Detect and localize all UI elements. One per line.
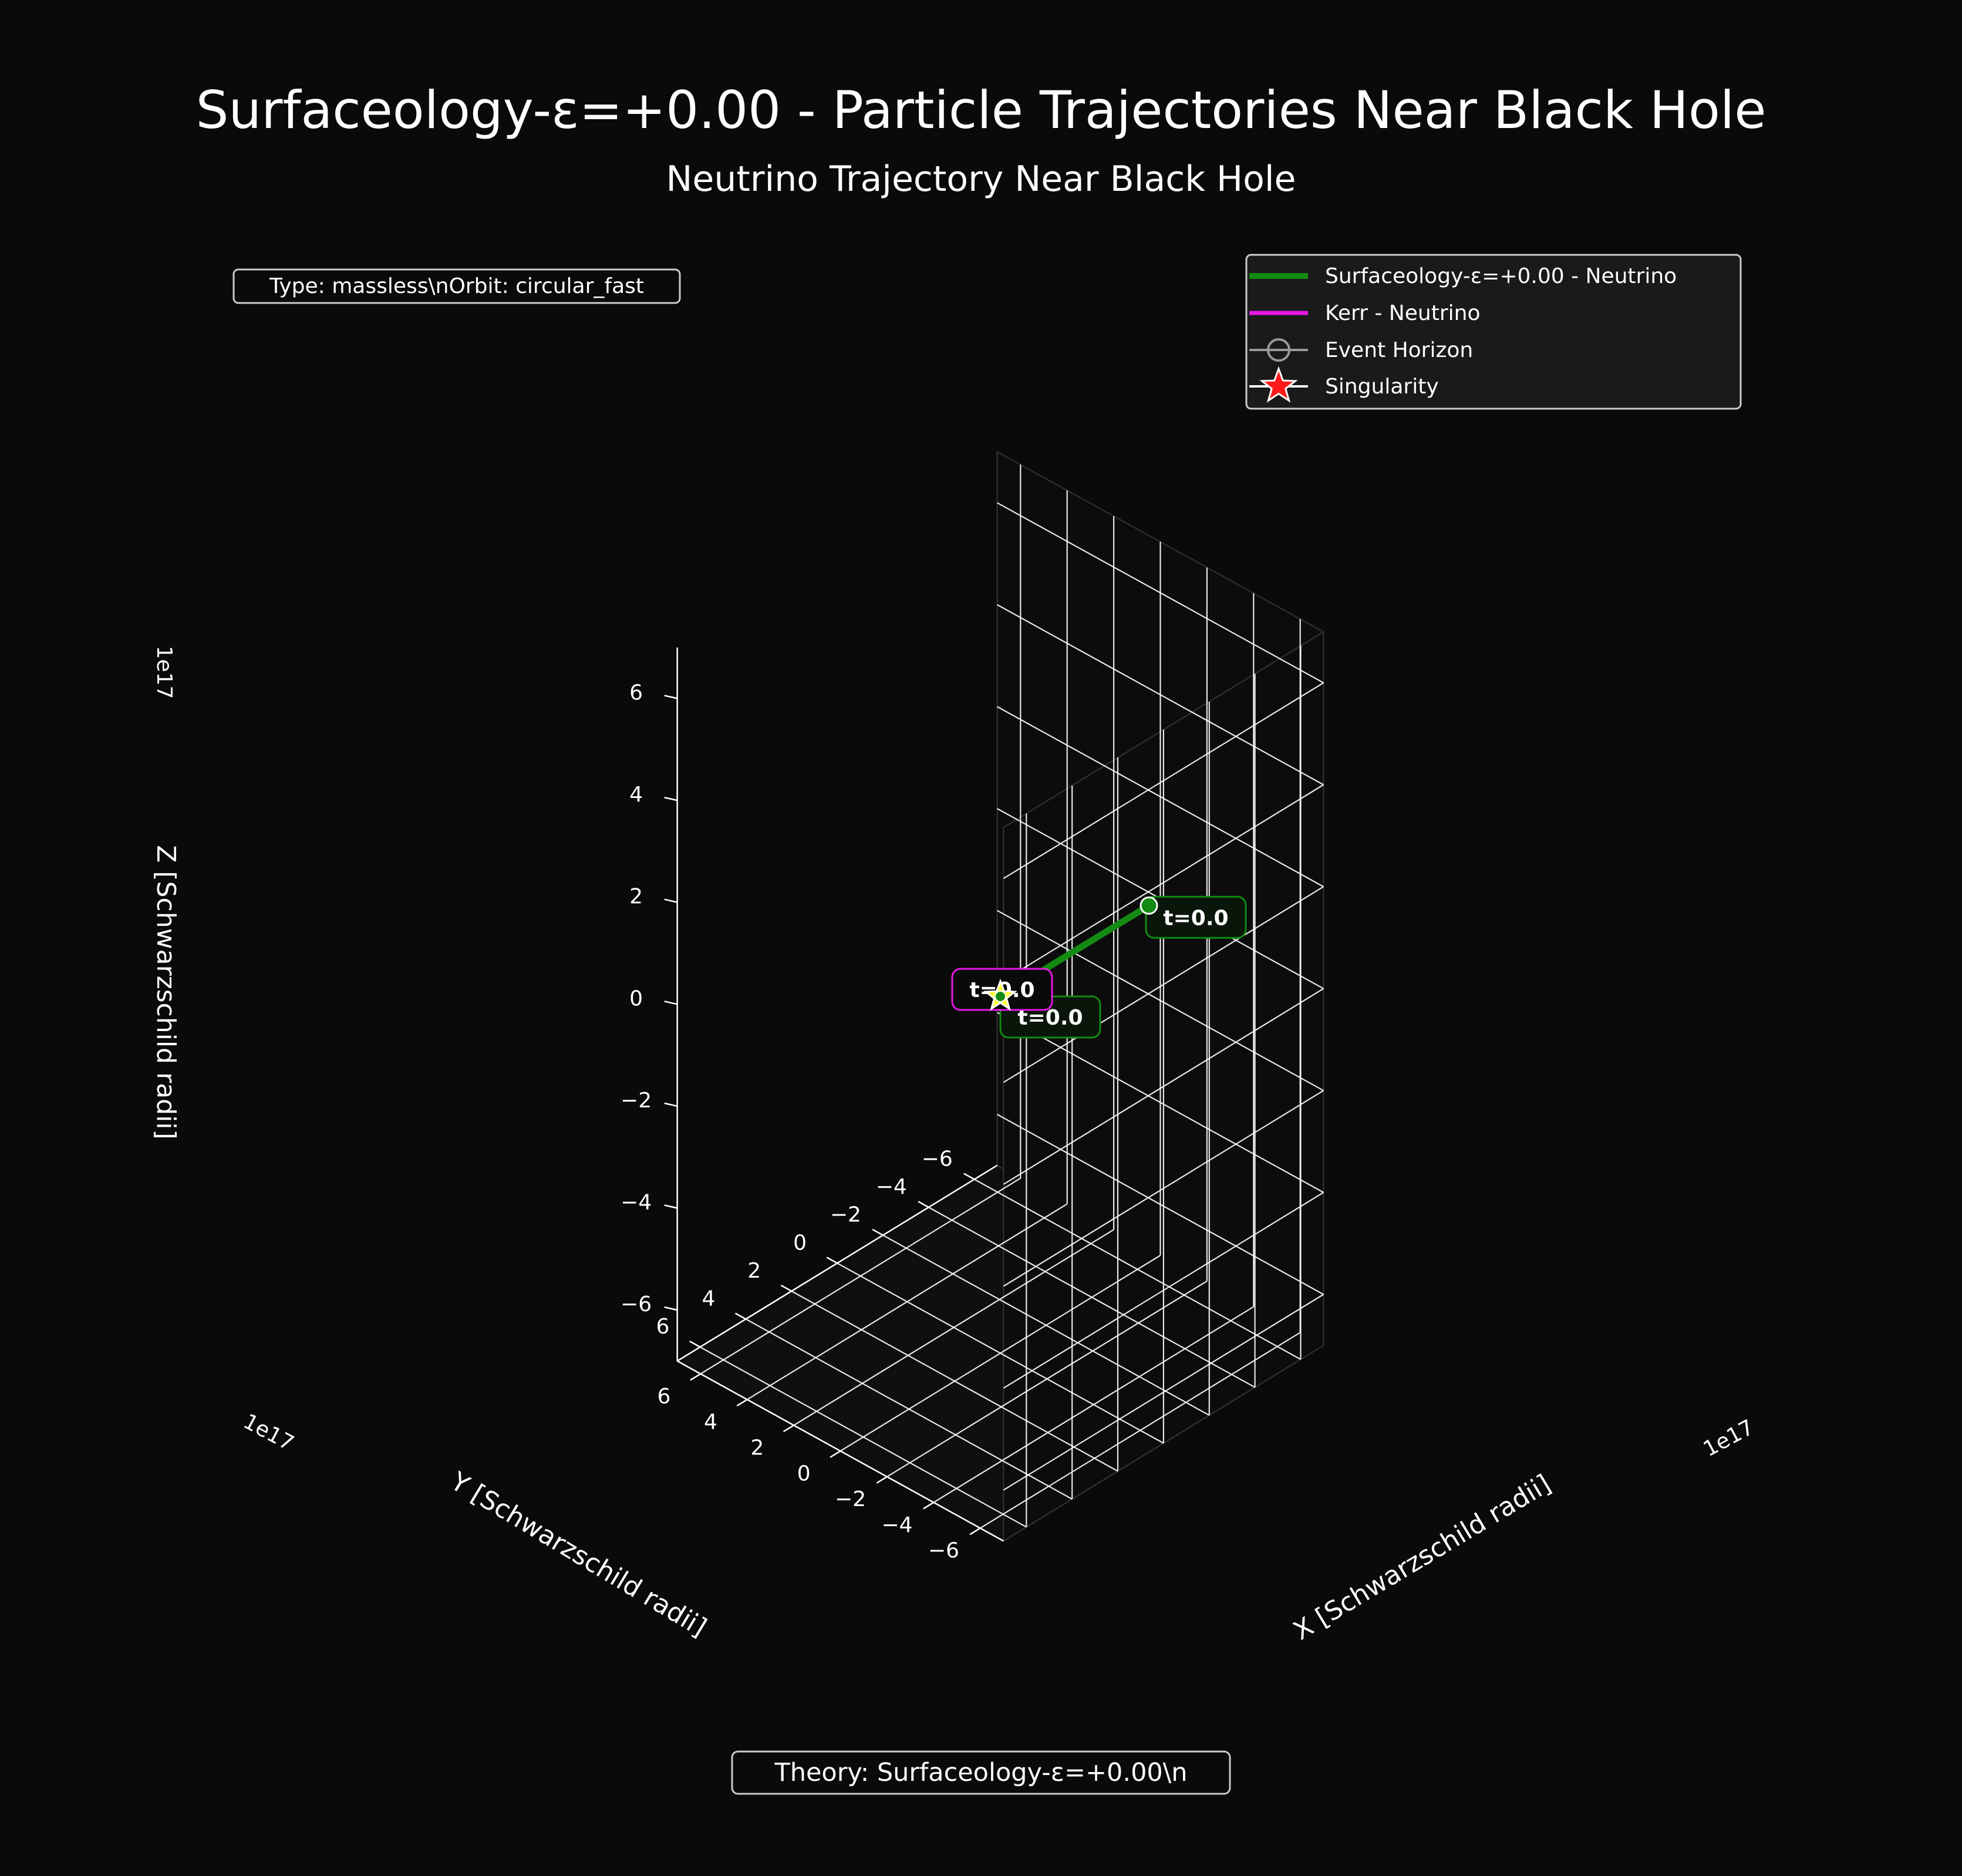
- x-tick-mark-5: [734, 1312, 747, 1320]
- grid-z-right-5: [1003, 784, 1324, 981]
- surfaceology-start-label-box: [1145, 895, 1247, 939]
- grid-y-floor-5: [747, 1203, 1068, 1400]
- theory-box-text: Theory: Surfaceology-ε=+0.00\n: [774, 1758, 1187, 1787]
- y-tick-label-0: −6: [928, 1539, 959, 1563]
- legend-surfaceology-label: Surfaceology-ε=+0.00 - Neutrino: [1325, 264, 1677, 288]
- grid-z-right-1: [1003, 1191, 1324, 1389]
- grid-lines: [699, 464, 1324, 1529]
- surfaceology-start-label: t=0.0: [1145, 895, 1247, 939]
- grid-z-left-4: [997, 706, 1324, 888]
- y-tick-label-2: −2: [835, 1487, 866, 1511]
- x-tick-mark-3: [826, 1257, 838, 1264]
- surfaceology-start-point: [1140, 896, 1158, 915]
- x-tick-mark-6: [689, 1341, 701, 1348]
- z-tick-label-5: 4: [629, 783, 643, 807]
- y-tick-mark-6: [690, 1373, 701, 1381]
- grid-z-right-4: [1003, 886, 1324, 1083]
- event-horizon-marker: [995, 991, 1006, 1002]
- legend-event-horizon-label: Event Horizon: [1325, 338, 1473, 362]
- legend: Surfaceology-ε=+0.00 - Neutrino Kerr - N…: [1245, 254, 1742, 410]
- z-tick-mark-0: [664, 1306, 677, 1311]
- info-box-text: Type: massless\nOrbit: circular_fast: [269, 274, 644, 298]
- grid-z-left-1: [997, 1012, 1324, 1193]
- x-tick-label-4: 2: [747, 1259, 761, 1283]
- grid-y-floor-4: [793, 1229, 1114, 1426]
- surfaceology-start-label-text: t=0.0: [1163, 906, 1228, 930]
- grid-z-right-2: [1003, 1090, 1324, 1287]
- x-tick-mark-4: [780, 1284, 792, 1292]
- info-box-frame: [232, 268, 681, 304]
- x-tick-label-0: −6: [922, 1147, 953, 1171]
- y-tick-label-4: 2: [750, 1436, 764, 1460]
- z-tick-label-4: 2: [629, 885, 643, 909]
- legend-singularity-marker: [1259, 366, 1298, 403]
- x-tick-label-2: −2: [830, 1203, 861, 1227]
- legend-singularity-label: Singularity: [1325, 375, 1439, 399]
- z-tick-label-2: −2: [621, 1089, 652, 1113]
- x-tick-mark-1: [918, 1201, 929, 1208]
- z-tick-mark-6: [664, 695, 677, 699]
- y-tick-label-5: 4: [704, 1410, 717, 1434]
- grid-z-right-0: [1003, 1294, 1324, 1491]
- y-tick-mark-1: [923, 1501, 934, 1510]
- x-tick-mark-0: [963, 1173, 975, 1180]
- grid-z-right-6: [1003, 682, 1324, 880]
- y-tick-mark-2: [876, 1476, 888, 1484]
- grid-y-floor-6: [700, 1177, 1021, 1375]
- grid-y-floor-0: [980, 1332, 1301, 1529]
- z-tick-mark-1: [664, 1204, 677, 1209]
- z-tick-mark-4: [664, 898, 677, 903]
- grid-y-floor-3: [840, 1255, 1161, 1452]
- y-tick-mark-5: [736, 1399, 748, 1407]
- x-tick-label-1: −4: [876, 1175, 907, 1199]
- y-tick-label-6: 6: [658, 1385, 671, 1409]
- grid-z-right-3: [1003, 988, 1324, 1185]
- x-tick-label-5: 4: [702, 1287, 715, 1311]
- y-tick-mark-3: [830, 1450, 841, 1458]
- legend-frame: [1245, 254, 1742, 410]
- chart-subtitle: Neutrino Trajectory Near Black Hole: [666, 159, 1296, 200]
- info-box: Type: massless\nOrbit: circular_fast: [232, 268, 681, 304]
- z-tick-mark-3: [664, 1001, 677, 1005]
- legend-kerr-label: Kerr - Neutrino: [1325, 301, 1480, 325]
- grid-y-floor-1: [933, 1306, 1254, 1503]
- y-tick-label-3: 0: [797, 1461, 811, 1486]
- grid-z-left-0: [997, 1113, 1324, 1295]
- grid-z-left-2: [997, 910, 1324, 1092]
- theory-box-frame: [731, 1750, 1231, 1795]
- grid-y-floor-2: [886, 1280, 1208, 1477]
- grid-z-left-6: [997, 502, 1324, 683]
- z-tick-mark-2: [664, 1102, 677, 1107]
- x-tick-label-3: 0: [793, 1231, 807, 1255]
- grid-z-left-5: [997, 604, 1324, 786]
- z-tick-label-3: 0: [629, 986, 643, 1011]
- x-tick-label-6: 6: [656, 1315, 670, 1339]
- z-tick-label-1: −4: [621, 1191, 652, 1215]
- y-tick-mark-4: [783, 1424, 794, 1433]
- z-tick-label-6: 6: [629, 681, 643, 705]
- legend-event-horizon-marker: [1267, 338, 1290, 362]
- chart-title: Surfaceology-ε=+0.00 - Particle Trajecto…: [196, 80, 1767, 140]
- z-tick-mark-5: [664, 796, 677, 801]
- y-tick-mark-0: [969, 1527, 981, 1535]
- z-tick-label-0: −6: [621, 1292, 652, 1316]
- z-scale-label: 1e17: [152, 646, 176, 699]
- z-axis-label: Z [Schwarzschild radii]: [151, 845, 181, 1139]
- y-tick-label-1: −4: [881, 1513, 912, 1537]
- data-series: t=0.0t=0.0t=0.0: [951, 895, 1247, 1039]
- x-tick-mark-2: [872, 1228, 884, 1236]
- theory-box: Theory: Surfaceology-ε=+0.00\n: [731, 1750, 1231, 1795]
